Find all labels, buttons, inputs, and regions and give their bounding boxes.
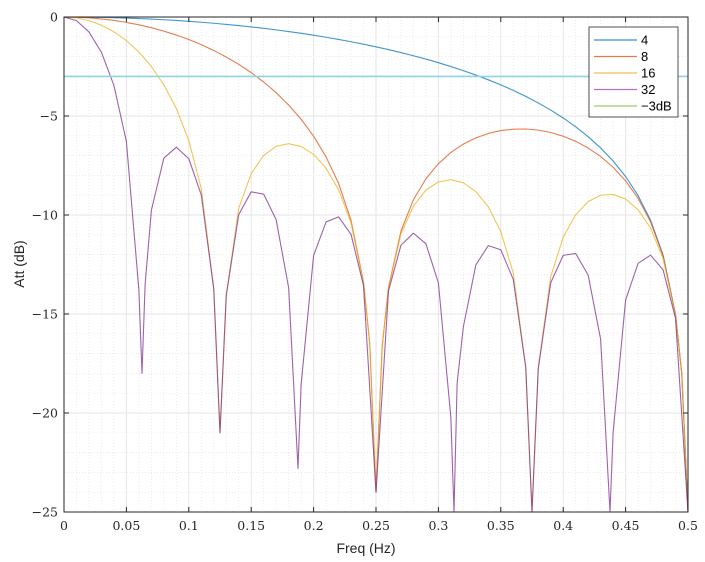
y-tick-label: 0 [50, 10, 58, 25]
x-tick-label: 0.25 [362, 518, 390, 533]
series-line-4 [63, 16, 689, 513]
series-line-16 [63, 16, 689, 513]
series-line-32 [63, 16, 689, 513]
y-tick-label: −25 [32, 505, 58, 520]
y-tick-label: −5 [40, 109, 58, 124]
x-tick-label: 0.5 [678, 518, 698, 533]
y-tick-label: −15 [32, 307, 58, 322]
y-tick-label: −20 [32, 406, 58, 421]
x-tick-label: 0.1 [179, 518, 199, 533]
legend-box [588, 26, 679, 118]
tick-labels: 0 0.05 0.1 0.15 0.2 0.25 0.3 0.35 0.4 0.45 0.5 0 −5 −… [32, 10, 698, 534]
x-tick-label: 0 [60, 518, 68, 533]
x-tick-label: 0.4 [553, 518, 573, 533]
x-tick-label: 0.05 [112, 518, 140, 533]
legend-label: 8 [641, 49, 648, 64]
y-axis-label: Att (dB) [11, 240, 27, 287]
x-tick-label: 0.3 [428, 518, 448, 533]
x-tick-label: 0.35 [487, 518, 515, 533]
axis-ticks [63, 16, 689, 513]
legend-label: 16 [641, 66, 655, 81]
x-axis-label: Freq (Hz) [336, 540, 395, 556]
x-tick-label: 0.2 [304, 518, 324, 533]
legend-label: −3dB [641, 99, 672, 114]
x-tick-label: 0.15 [237, 518, 265, 533]
series-lines [63, 16, 689, 513]
legend-label: 32 [641, 82, 655, 97]
legend-label: 4 [641, 33, 648, 48]
x-tick-label: 0.45 [612, 518, 640, 533]
y-tick-label: −10 [32, 208, 58, 223]
